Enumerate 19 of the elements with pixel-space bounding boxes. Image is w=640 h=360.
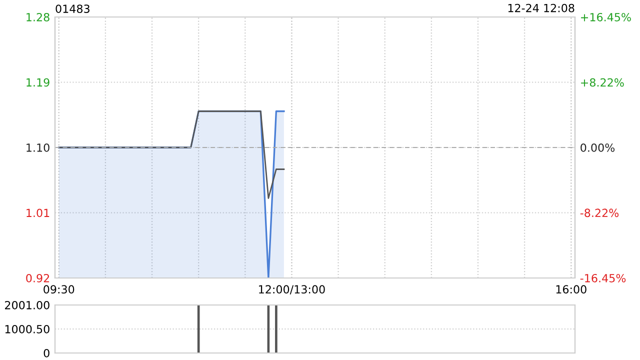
y-tick-label: 1.01 [26,208,50,218]
y-tick-label: 1.19 [26,78,50,87]
y2-tick-label: -8.22% [580,208,619,218]
x-tick-label: 09:30 [44,285,74,294]
text: 12-24 12:08 [508,4,574,12]
y2-tick-label: 0.00% [580,143,615,152]
y-tick-label: 1000.50 [5,324,50,334]
line-series [58,110,285,199]
y-tick-label: 1.28 [26,12,50,22]
y-tick-label: 0.92 [26,274,50,282]
chart-title: 01483 [56,4,90,13]
x-tick-label: 16:00 [556,285,586,294]
y-tick-label: 2001.00 [5,300,50,310]
y2-tick-label: +16.45% [581,12,631,22]
y2-tick-label: +8.22% [581,78,624,87]
y2-tick-label: -16.45% [580,274,626,282]
x-tick-label: 12:00/13:00 [259,285,325,294]
y-tick-label: 1.10 [26,143,50,152]
y-tick-label: 0 [44,348,50,358]
